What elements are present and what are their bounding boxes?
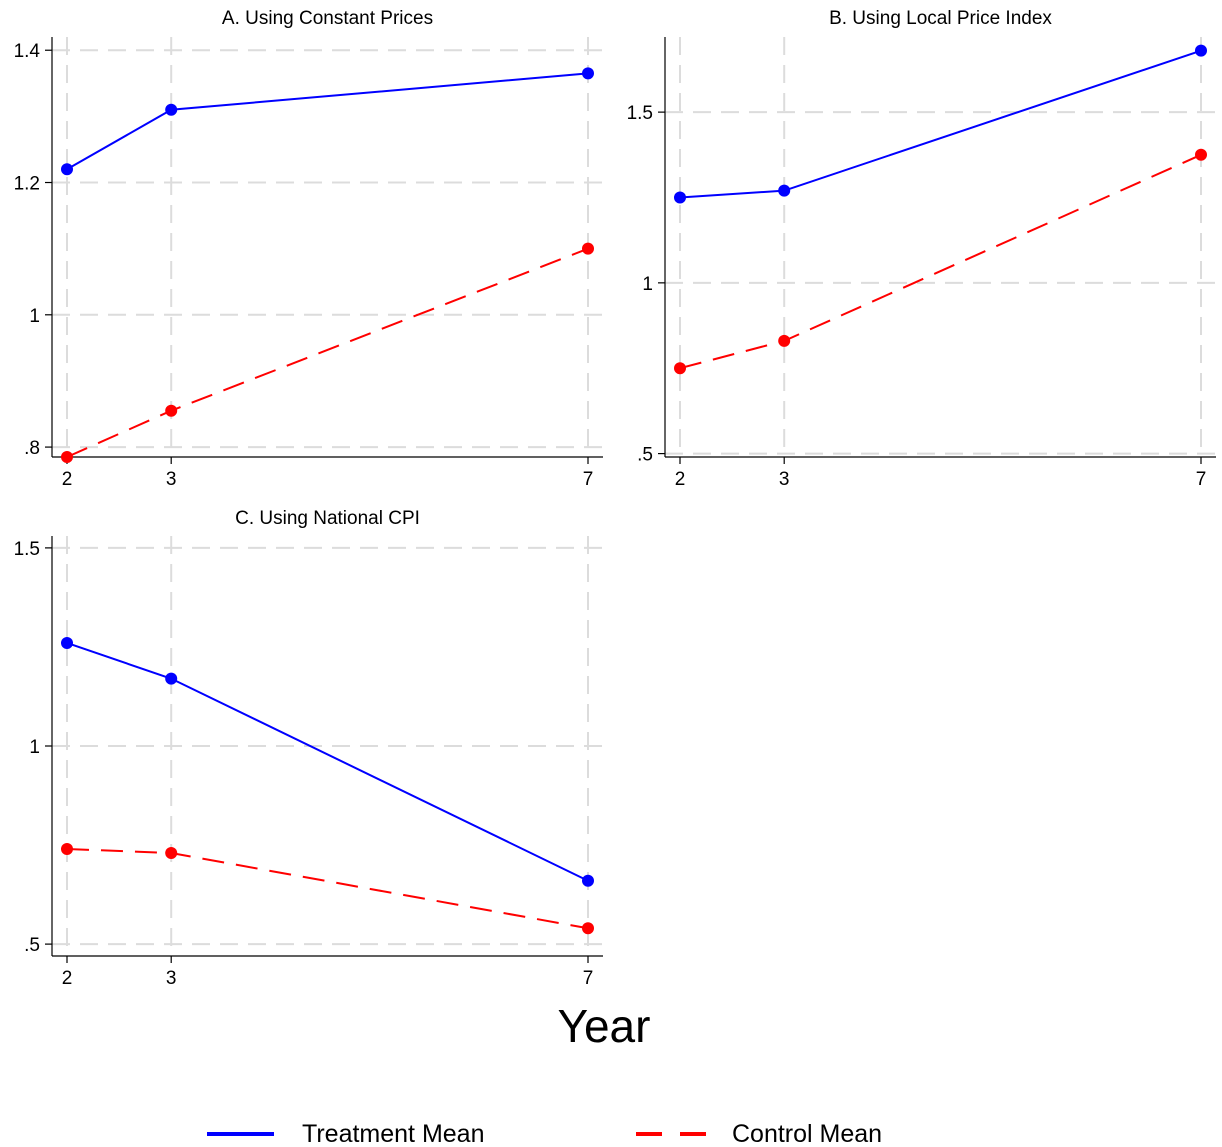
data-point-treatment (674, 191, 686, 204)
x-tick-label: 7 (583, 469, 594, 490)
x-tick-label: 2 (62, 968, 73, 989)
series-line-control (66, 848, 589, 930)
panel-1: A. Using Constant Prices .8 1 1.2 1.4 2 3 7 (14, 8, 603, 490)
y-tick-label: 1 (642, 274, 653, 295)
data-point-control (165, 846, 178, 859)
y-tick-label: .5 (24, 935, 40, 956)
panel-title: C. Using National CPI (235, 508, 420, 529)
panel-title: B. Using Local Price Index (829, 8, 1052, 29)
y-tick-label: 1 (29, 306, 40, 327)
data-point-treatment (61, 163, 73, 176)
series-line-control (66, 247, 589, 458)
y-tick-label: 1 (29, 737, 40, 758)
data-point-treatment (582, 67, 594, 80)
data-point-treatment (778, 184, 791, 197)
data-point-control (165, 404, 178, 417)
data-point-control (1195, 148, 1207, 161)
data-point-control (61, 451, 73, 463)
y-tick-label: 1.5 (14, 539, 40, 560)
data-point-treatment (582, 874, 594, 887)
series-line-treatment (66, 642, 589, 882)
series-line-treatment (679, 49, 1202, 199)
data-point-treatment (165, 672, 178, 685)
x-tick-label: 7 (1196, 469, 1207, 490)
data-point-control (674, 362, 686, 375)
x-axis-title: Year (558, 1000, 651, 1052)
data-point-control (582, 922, 594, 935)
y-tick-label: .5 (637, 445, 653, 466)
data-point-treatment (1195, 44, 1207, 57)
x-tick-label: 2 (675, 469, 686, 490)
panel-3: C. Using National CPI .5 1 1.5 2 3 7 (14, 508, 603, 989)
x-tick-label: 3 (166, 968, 177, 989)
data-point-control (778, 334, 791, 347)
panel-2: B. Using Local Price Index .5 1 1.5 2 3 7 (627, 8, 1216, 490)
series-line-control (679, 153, 1202, 370)
legend-label-control: Control Mean (732, 1120, 882, 1147)
x-tick-label: 3 (166, 469, 177, 490)
panel-title: A. Using Constant Prices (222, 8, 433, 29)
y-tick-label: 1.5 (627, 103, 653, 124)
x-tick-label: 7 (583, 968, 594, 989)
x-tick-label: 3 (779, 469, 790, 490)
data-point-treatment (165, 103, 178, 116)
data-point-control (582, 242, 594, 255)
data-point-control (61, 843, 73, 856)
y-tick-label: 1.2 (14, 174, 40, 195)
y-tick-label: 1.4 (14, 41, 41, 62)
y-tick-label: .8 (24, 438, 40, 459)
legend: Treatment Mean Control Mean (207, 1120, 882, 1147)
x-tick-label: 2 (62, 469, 73, 490)
series-line-treatment (66, 72, 589, 171)
legend-label-treatment: Treatment Mean (302, 1120, 484, 1147)
panels: A. Using Constant Prices.811.21.42 3 7B. U… (14, 8, 1216, 989)
data-point-treatment (61, 636, 73, 649)
